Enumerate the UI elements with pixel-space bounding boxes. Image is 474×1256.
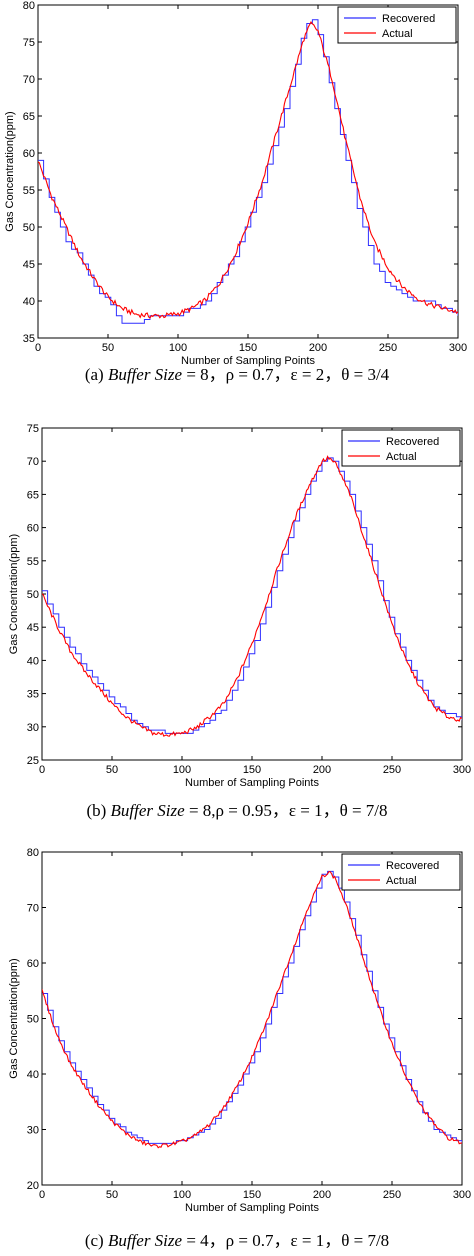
legend-label-actual: Actual [382,28,413,40]
x-tick-label: 300 [453,764,471,776]
plot-area [37,4,459,339]
x-tick-label: 150 [243,1189,261,1201]
legend-label-actual: Actual [386,451,417,463]
x-tick-label: 50 [102,342,114,354]
y-tick-label: 80 [27,847,39,859]
x-tick-label: 0 [39,764,45,776]
plot-area [41,427,463,761]
y-tick-label: 30 [27,722,39,734]
y-tick-label: 40 [23,296,35,308]
x-tick-label: 100 [173,764,191,776]
legend-box [341,429,461,467]
chart-panel-a: 0 50 100 150 200 250 300 35 40 45 50 55 60 65 70 75 80 Nu… [4,0,467,384]
panel-caption: (c) Buffer Size = 4，ρ = 0.7，ε = 1，θ = 7/… [85,1231,389,1250]
y-tick-label: 65 [23,111,35,123]
y-tick-label: 45 [27,622,39,634]
legend: Recovered Actual [341,429,461,467]
y-tick-label: 35 [23,333,35,345]
panel-caption: (b) Buffer Size = 8,ρ = 0.95，ε = 1，θ = 7… [86,801,387,820]
x-tick-label: 100 [173,1189,191,1201]
y-tick-label: 60 [27,523,39,535]
y-tick-label: 70 [27,456,39,468]
y-tick-label: 40 [27,655,39,667]
y-tick-label: 45 [23,259,35,271]
y-tick-label: 70 [23,74,35,86]
series-lines [42,455,462,737]
legend-label-recovered: Recovered [382,13,435,25]
x-tick-label: 300 [453,1189,471,1201]
legend-label-recovered: Recovered [386,436,439,448]
y-tick-label: 40 [27,1069,39,1081]
x-tick-label: 200 [313,1189,331,1201]
chart-panel-b: 0 50 100 150 200 250 300 25 30 35 40 45 50 55 60 65 70 75… [8,423,471,820]
legend-label-actual: Actual [386,875,417,887]
y-tick-label: 75 [27,423,39,435]
x-tick-label: 200 [313,764,331,776]
x-tick-label: 300 [449,342,467,354]
x-tick-label: 0 [35,342,41,354]
x-tick-label: 250 [379,342,397,354]
y-tick-label: 75 [23,37,35,49]
x-axis-label: Number of Sampling Points [185,1202,319,1214]
x-tick-label: 200 [309,342,327,354]
x-tick-label: 150 [239,342,257,354]
panel-caption: (a) Buffer Size = 8，ρ = 0.7，ε = 2，θ = 3/… [85,365,390,384]
x-tick-label: 250 [383,764,401,776]
legend-box [341,853,461,891]
x-tick-label: 0 [39,1189,45,1201]
y-tick-label: 25 [27,755,39,767]
y-tick-label: 55 [23,185,35,197]
series-lines [42,870,462,1149]
y-tick-label: 65 [27,489,39,501]
x-tick-label: 50 [106,764,118,776]
legend: Recovered Actual [337,6,457,44]
series-line-actual [38,20,458,319]
series-lines [38,19,458,324]
y-tick-label: 30 [27,1125,39,1137]
y-tick-label: 55 [27,556,39,568]
x-tick-label: 100 [169,342,187,354]
plot-area [41,851,463,1186]
y-tick-label: 80 [23,0,35,12]
x-tick-label: 50 [106,1189,118,1201]
chart-panel-c: 0 50 100 150 200 250 300 20 30 40 50 60 70 80 Number o… [8,847,471,1250]
y-axis-label: Gas Concentration(ppm) [4,111,16,231]
y-axis-label: Gas Concentration(ppm) [8,534,20,654]
x-tick-label: 250 [383,1189,401,1201]
legend-label-recovered: Recovered [386,860,439,872]
legend-box [337,6,457,44]
y-tick-label: 50 [27,1014,39,1026]
y-tick-label: 70 [27,903,39,915]
x-tick-label: 150 [243,764,261,776]
series-line-actual [42,870,462,1149]
y-tick-label: 60 [27,958,39,970]
y-tick-label: 35 [27,689,39,701]
x-axis-label: Number of Sampling Points [185,777,319,789]
y-tick-label: 60 [23,148,35,160]
y-tick-label: 50 [23,222,35,234]
legend: Recovered Actual [341,853,461,891]
series-line-actual [42,455,462,737]
y-axis-label: Gas Concentration(ppm) [8,958,20,1078]
x-axis-label: Number of Sampling Points [181,355,315,367]
y-tick-label: 20 [27,1180,39,1192]
y-tick-label: 50 [27,589,39,601]
series-line-recovered [42,457,462,734]
